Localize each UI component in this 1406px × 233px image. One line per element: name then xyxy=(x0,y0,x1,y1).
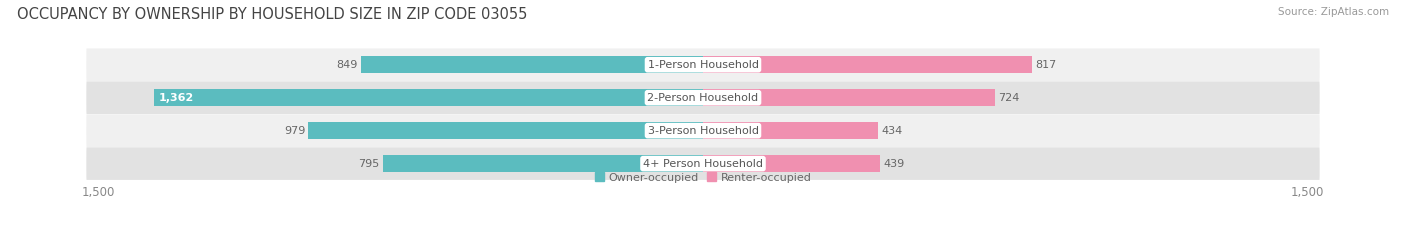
Text: 2-Person Household: 2-Person Household xyxy=(647,93,759,103)
Bar xyxy=(703,56,1032,73)
Text: 817: 817 xyxy=(1035,60,1057,70)
FancyBboxPatch shape xyxy=(86,114,1320,147)
FancyBboxPatch shape xyxy=(86,48,1320,81)
FancyBboxPatch shape xyxy=(86,147,1320,180)
Bar xyxy=(155,89,703,106)
Text: OCCUPANCY BY OWNERSHIP BY HOUSEHOLD SIZE IN ZIP CODE 03055: OCCUPANCY BY OWNERSHIP BY HOUSEHOLD SIZE… xyxy=(17,7,527,22)
FancyBboxPatch shape xyxy=(86,81,1320,114)
Text: 3-Person Household: 3-Person Household xyxy=(648,126,758,136)
Bar xyxy=(703,89,995,106)
Text: 979: 979 xyxy=(284,126,305,136)
Text: 434: 434 xyxy=(882,126,903,136)
Text: 1,362: 1,362 xyxy=(159,93,194,103)
Text: 439: 439 xyxy=(883,159,904,169)
Text: 795: 795 xyxy=(359,159,380,169)
Bar xyxy=(703,155,880,172)
Text: 4+ Person Household: 4+ Person Household xyxy=(643,159,763,169)
Legend: Owner-occupied, Renter-occupied: Owner-occupied, Renter-occupied xyxy=(591,168,815,187)
Bar xyxy=(382,155,703,172)
Bar xyxy=(703,122,877,139)
Text: Source: ZipAtlas.com: Source: ZipAtlas.com xyxy=(1278,7,1389,17)
Text: 849: 849 xyxy=(336,60,357,70)
Bar xyxy=(308,122,703,139)
Bar xyxy=(361,56,703,73)
Text: 1-Person Household: 1-Person Household xyxy=(648,60,758,70)
Text: 724: 724 xyxy=(998,93,1019,103)
